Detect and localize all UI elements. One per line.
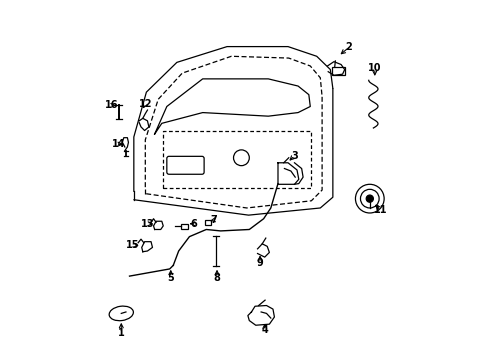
Text: 14: 14 bbox=[112, 139, 125, 149]
Text: 6: 6 bbox=[191, 219, 197, 229]
Text: 5: 5 bbox=[168, 273, 174, 283]
FancyBboxPatch shape bbox=[332, 67, 345, 75]
Circle shape bbox=[366, 195, 373, 202]
Text: 12: 12 bbox=[139, 99, 152, 109]
Text: 2: 2 bbox=[345, 42, 352, 52]
Text: 13: 13 bbox=[141, 219, 154, 229]
Text: 3: 3 bbox=[291, 150, 298, 161]
Bar bbox=[205, 220, 211, 225]
Text: 10: 10 bbox=[368, 63, 382, 73]
Text: 7: 7 bbox=[210, 215, 217, 225]
Text: 4: 4 bbox=[261, 325, 268, 335]
Text: 8: 8 bbox=[214, 273, 220, 283]
Text: 11: 11 bbox=[374, 206, 387, 216]
Text: 16: 16 bbox=[105, 100, 119, 111]
Bar bbox=[181, 224, 188, 229]
Text: 9: 9 bbox=[257, 258, 264, 268]
Text: 15: 15 bbox=[126, 240, 140, 250]
Text: 1: 1 bbox=[118, 328, 124, 338]
